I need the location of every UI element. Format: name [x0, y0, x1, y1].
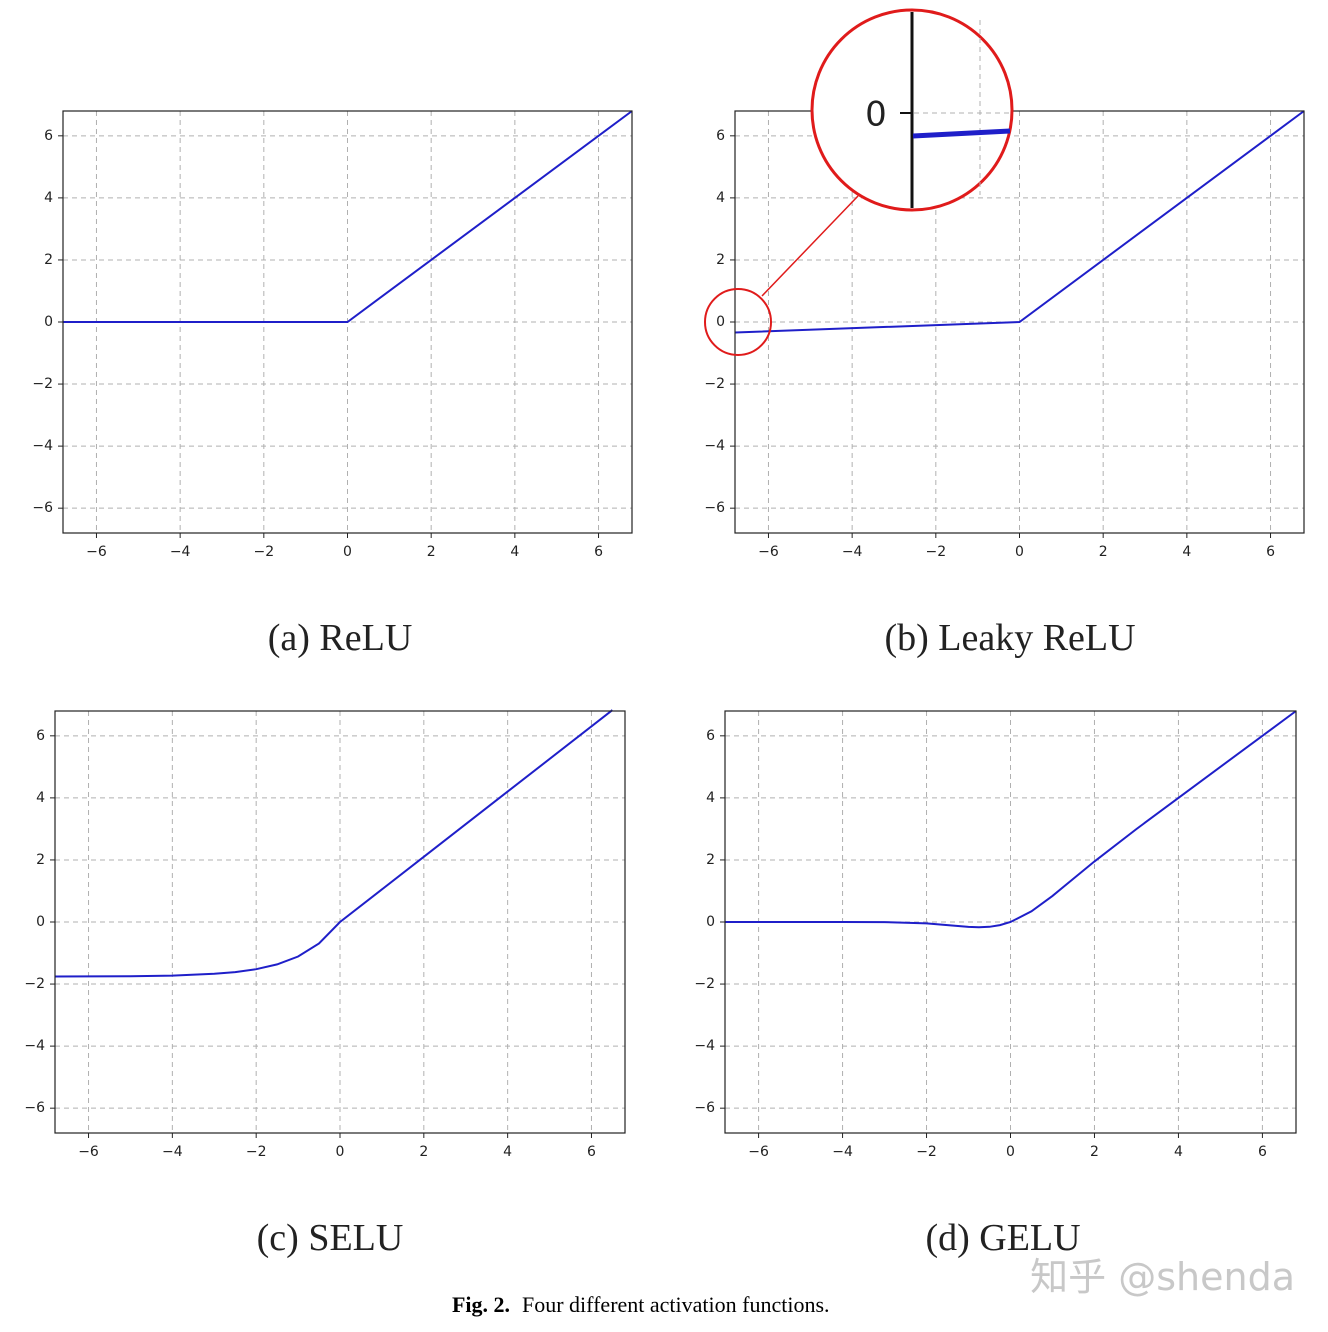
activation-line	[63, 110, 633, 323]
x-tick-label: 0	[343, 544, 352, 560]
y-tick-label: 6	[706, 728, 715, 744]
y-tick-label: −6	[704, 500, 725, 516]
x-tick-label: 6	[1258, 1144, 1267, 1160]
x-tick-label: 0	[1015, 544, 1024, 560]
plot-frame	[734, 110, 1305, 534]
x-tick-label: −4	[832, 1144, 853, 1160]
y-tick-label: 4	[36, 790, 45, 806]
y-tick-label: −4	[704, 438, 725, 454]
zoom-source	[704, 288, 772, 356]
x-tick-label: −4	[842, 544, 863, 560]
y-tick-label: −6	[32, 500, 53, 516]
y-tick-label: 2	[36, 852, 45, 868]
subplot-caption: (a) ReLU	[268, 617, 413, 659]
x-tick-label: −2	[254, 544, 275, 560]
y-tick-label: 4	[716, 190, 725, 206]
figure-label: Fig. 2.	[452, 1292, 510, 1317]
y-tick-label: −2	[32, 376, 53, 392]
x-tick-label: 6	[594, 544, 603, 560]
y-tick-label: 2	[716, 252, 725, 268]
x-tick-label: 6	[587, 1144, 596, 1160]
y-tick-label: 0	[44, 314, 53, 330]
y-tick-label: 4	[706, 790, 715, 806]
activation-line	[734, 110, 1305, 334]
y-tick-label: −2	[24, 976, 45, 992]
y-tick-label: −2	[694, 976, 715, 992]
y-tick-label: 0	[716, 314, 725, 330]
plot-frame	[54, 710, 626, 1134]
x-tick-label: 6	[1266, 544, 1275, 560]
x-tick-label: 2	[1099, 544, 1108, 560]
x-tick-label: 2	[419, 1144, 428, 1160]
x-tick-label: −2	[916, 1144, 937, 1160]
figure-caption: Four different activation functions.	[522, 1292, 830, 1317]
y-tick-label: 6	[36, 728, 45, 744]
x-tick-label: 4	[510, 544, 519, 560]
subplot-caption: (c) SELU	[257, 1217, 404, 1259]
x-tick-label: 4	[503, 1144, 512, 1160]
y-tick-label: 2	[706, 852, 715, 868]
x-tick-label: 4	[1174, 1144, 1183, 1160]
x-tick-label: 0	[336, 1144, 345, 1160]
zoom-connector	[761, 195, 859, 297]
inset-label: 0	[865, 95, 887, 135]
subplot-caption: (b) Leaky ReLU	[884, 617, 1135, 659]
x-tick-label: −4	[162, 1144, 183, 1160]
subplot-caption: (d) GELU	[925, 1217, 1080, 1259]
x-tick-label: −6	[758, 544, 779, 560]
x-tick-label: −6	[86, 544, 107, 560]
x-tick-label: −2	[926, 544, 947, 560]
y-tick-label: 0	[706, 914, 715, 930]
plot-frame	[62, 110, 633, 534]
x-tick-label: −6	[748, 1144, 769, 1160]
inset-curve	[912, 128, 1011, 139]
activation-line	[725, 710, 1297, 929]
y-tick-label: −4	[32, 438, 53, 454]
x-tick-label: 2	[427, 544, 436, 560]
y-tick-label: −6	[694, 1100, 715, 1116]
y-tick-label: 0	[36, 914, 45, 930]
x-tick-label: 2	[1090, 1144, 1099, 1160]
y-tick-label: −4	[24, 1038, 45, 1054]
x-tick-label: 4	[1182, 544, 1191, 560]
y-tick-label: −2	[704, 376, 725, 392]
activation-line	[54, 709, 614, 978]
y-tick-label: 4	[44, 190, 53, 206]
x-tick-label: −6	[78, 1144, 99, 1160]
x-tick-label: 0	[1006, 1144, 1015, 1160]
y-tick-label: −4	[694, 1038, 715, 1054]
plot-frame	[724, 710, 1297, 1134]
x-tick-label: −2	[246, 1144, 267, 1160]
watermark: 知乎 @shenda	[1030, 1255, 1295, 1299]
y-tick-label: 2	[44, 252, 53, 268]
y-tick-label: 6	[716, 128, 725, 144]
x-tick-label: −4	[170, 544, 191, 560]
y-tick-label: −6	[24, 1100, 45, 1116]
y-tick-label: 6	[44, 128, 53, 144]
